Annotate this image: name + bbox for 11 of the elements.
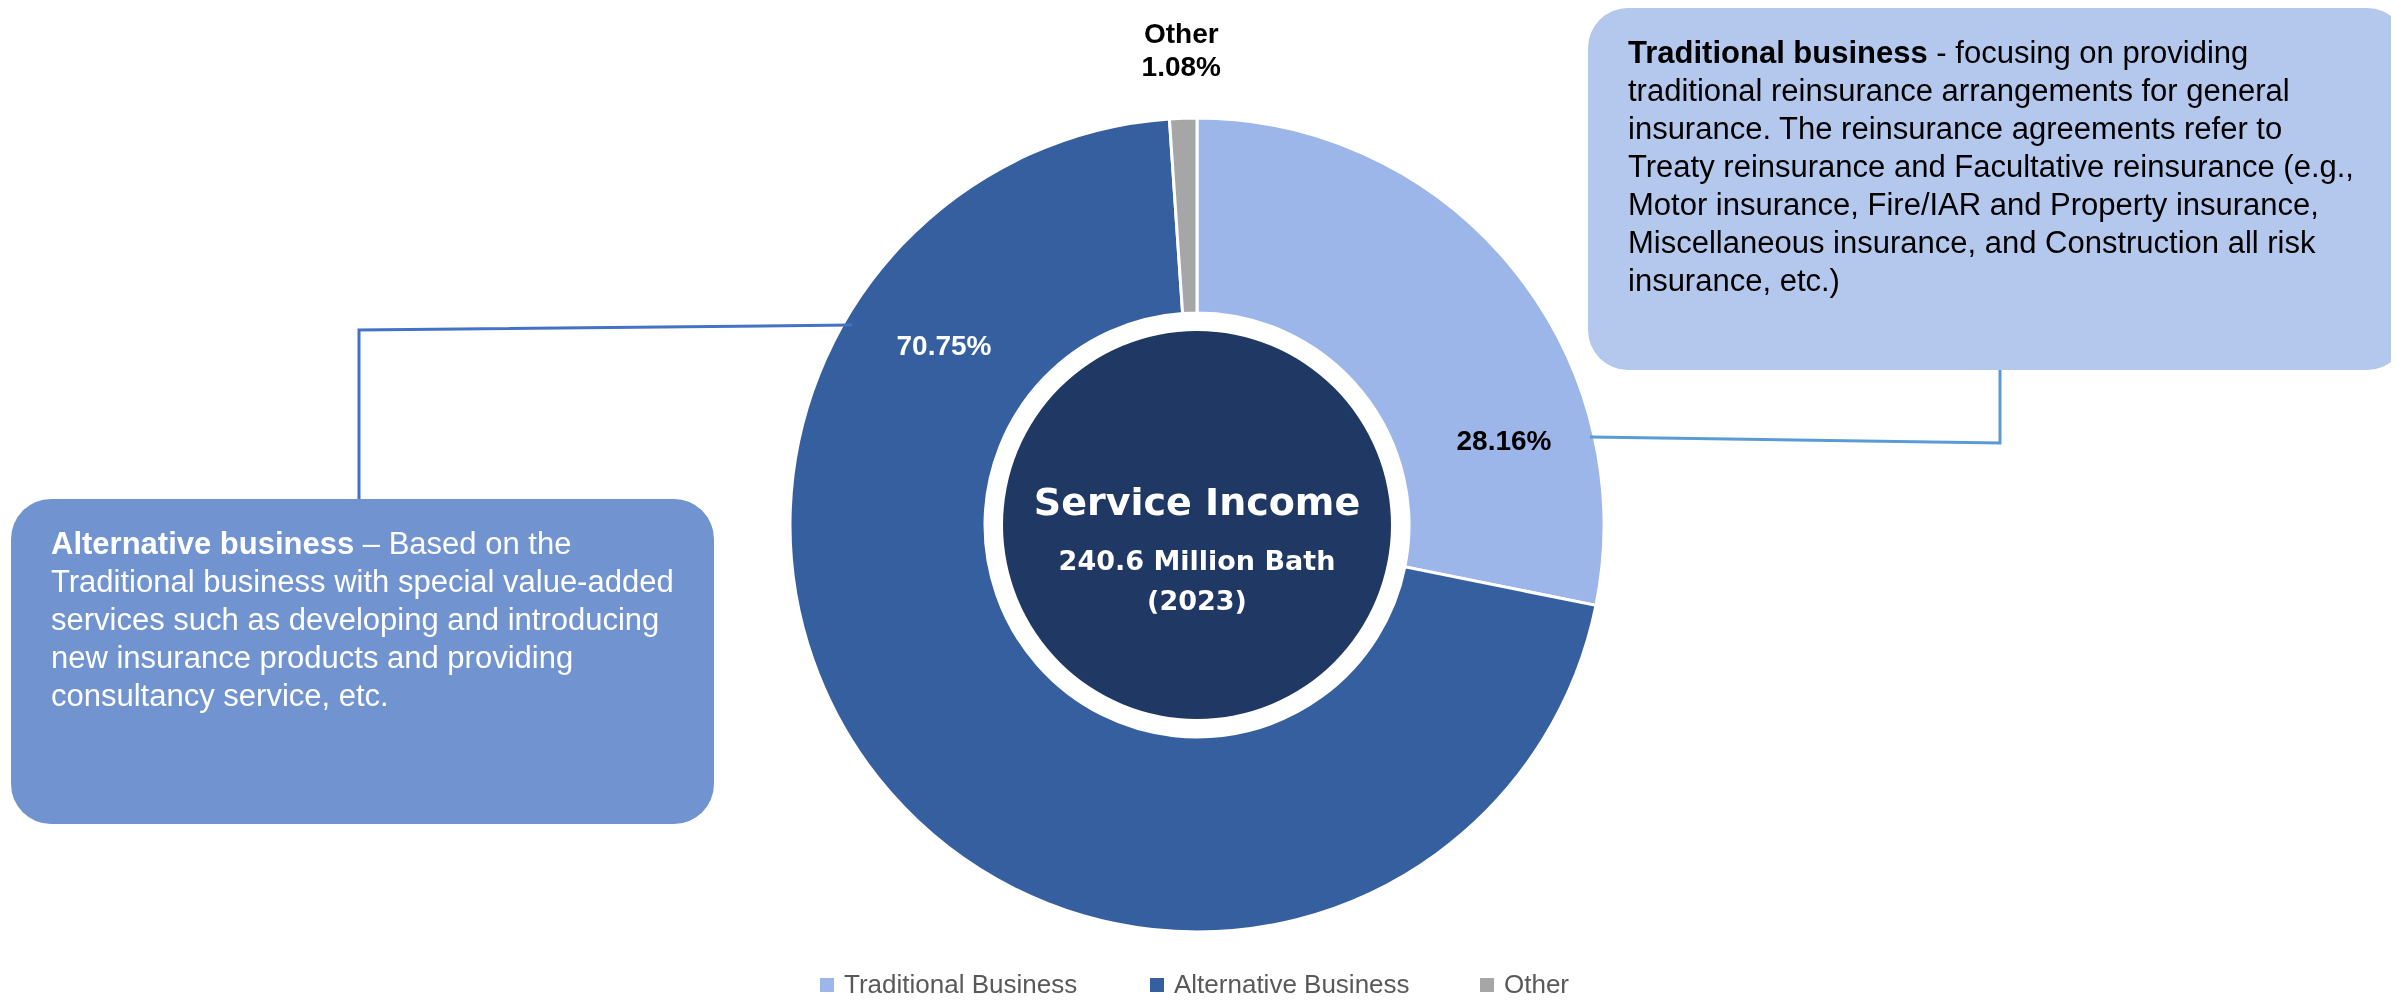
legend-label: Traditional Business — [844, 969, 1078, 999]
text: Service Income — [1033, 480, 1361, 524]
data-label: 1.08% — [1141, 51, 1222, 83]
legend-label: Alternative Business — [1174, 969, 1410, 999]
text: 240.6 Million Bath (2023) — [1058, 545, 1336, 616]
slice-label: Other — [1143, 18, 1219, 50]
text: Traditional business - focusing on providing traditional reinsurance arrangements for general insurance. The reinsurance agreements refer to Treaty reinsurance and Facultative reinsurance (e.g., Motor insurance, Fire/IAR and Property insurance, Miscellaneous insurance, and Construction all risk insurance, etc.) — [1627, 34, 2355, 300]
data-label: 28.16% — [1456, 425, 1552, 456]
text: Alternative business – Based on the Traditional business with special value-added services such as developing and introducing new insurance products and providing consultancy service, etc. — [11, 499, 714, 824]
legend-label: Other — [1504, 969, 1570, 999]
data-label: 70.75% — [896, 330, 992, 361]
